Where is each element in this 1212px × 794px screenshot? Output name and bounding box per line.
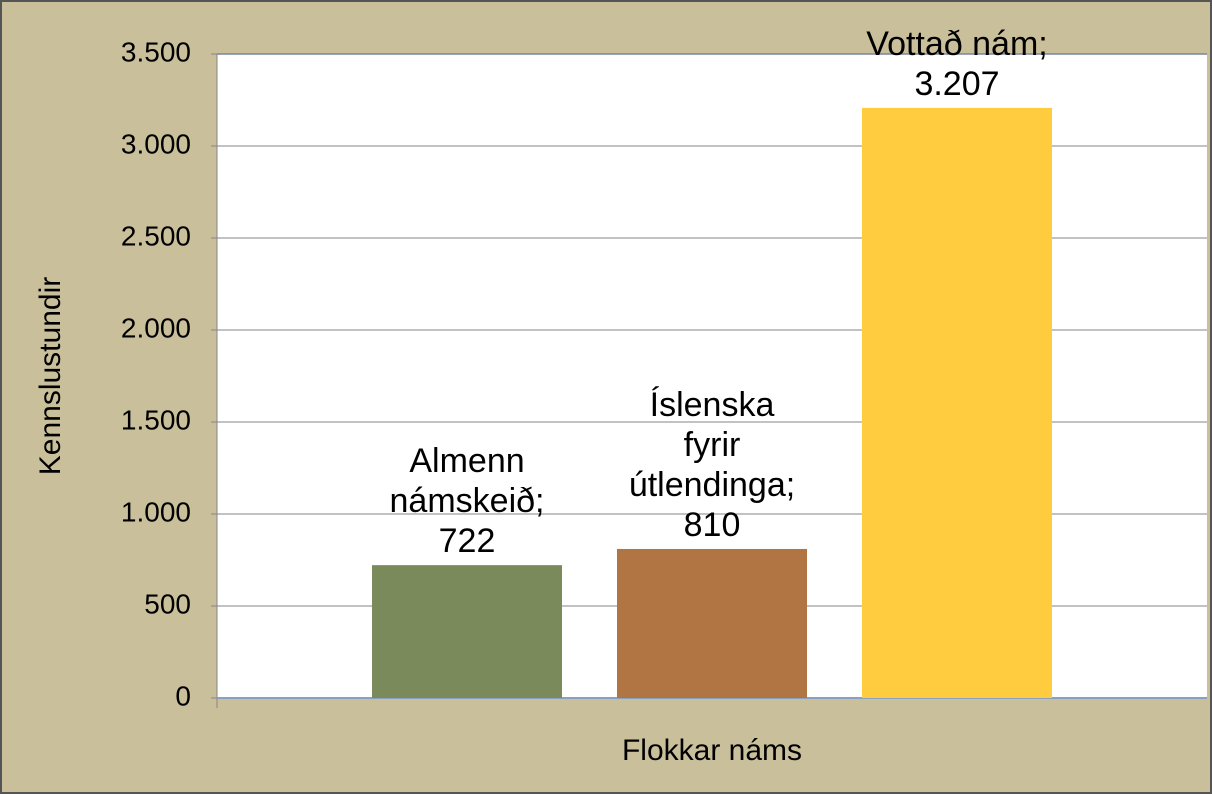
x-axis-title: Flokkar náms xyxy=(622,734,802,767)
y-tick-label: 0 xyxy=(175,680,191,711)
bar xyxy=(372,565,562,698)
y-tick-label: 1.500 xyxy=(121,404,191,435)
y-tick-label: 500 xyxy=(144,588,191,619)
y-tick-label: 1.000 xyxy=(121,496,191,527)
data-label: Almenn námskeið; 722 xyxy=(390,442,545,560)
y-tick-label: 2.000 xyxy=(121,312,191,343)
data-label: Íslenska fyrir útlendinga; 810 xyxy=(629,386,795,544)
bar xyxy=(862,107,1052,699)
y-axis-title: Kennslustundir xyxy=(34,277,67,475)
data-label: Vottað nám; 3.207 xyxy=(866,25,1047,103)
y-tick-label: 2.500 xyxy=(121,220,191,251)
bar xyxy=(617,548,807,698)
y-tick-label: 3.500 xyxy=(121,36,191,67)
y-tick-label: 3.000 xyxy=(121,128,191,159)
